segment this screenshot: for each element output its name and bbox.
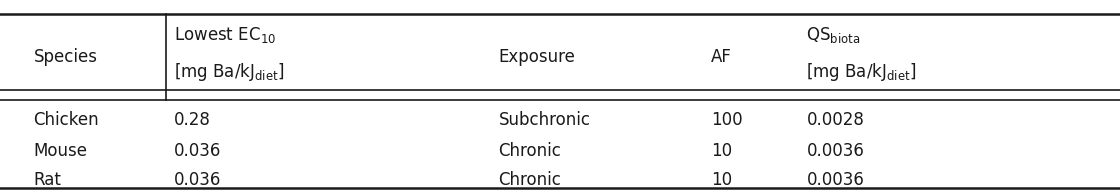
Text: Chronic: Chronic (498, 171, 561, 189)
Text: AF: AF (711, 48, 732, 66)
Text: Lowest EC$_{10}$: Lowest EC$_{10}$ (174, 25, 276, 45)
Text: Chicken: Chicken (34, 111, 100, 129)
Text: 10: 10 (711, 171, 732, 189)
Text: 0.28: 0.28 (174, 111, 211, 129)
Text: [mg Ba/kJ$_{\mathregular{diet}}$]: [mg Ba/kJ$_{\mathregular{diet}}$] (174, 61, 284, 83)
Text: 0.036: 0.036 (174, 171, 221, 189)
Text: [mg Ba/kJ$_{\mathregular{diet}}$]: [mg Ba/kJ$_{\mathregular{diet}}$] (806, 61, 917, 83)
Text: Exposure: Exposure (498, 48, 576, 66)
Text: Species: Species (34, 48, 97, 66)
Text: 10: 10 (711, 142, 732, 160)
Text: Chronic: Chronic (498, 142, 561, 160)
Text: 0.036: 0.036 (174, 142, 221, 160)
Text: Mouse: Mouse (34, 142, 87, 160)
Text: 100: 100 (711, 111, 743, 129)
Text: 0.0036: 0.0036 (806, 142, 865, 160)
Text: QS$_{\mathregular{biota}}$: QS$_{\mathregular{biota}}$ (806, 25, 860, 45)
Text: 0.0036: 0.0036 (806, 171, 865, 189)
Text: Rat: Rat (34, 171, 62, 189)
Text: Subchronic: Subchronic (498, 111, 590, 129)
Text: 0.0028: 0.0028 (806, 111, 865, 129)
